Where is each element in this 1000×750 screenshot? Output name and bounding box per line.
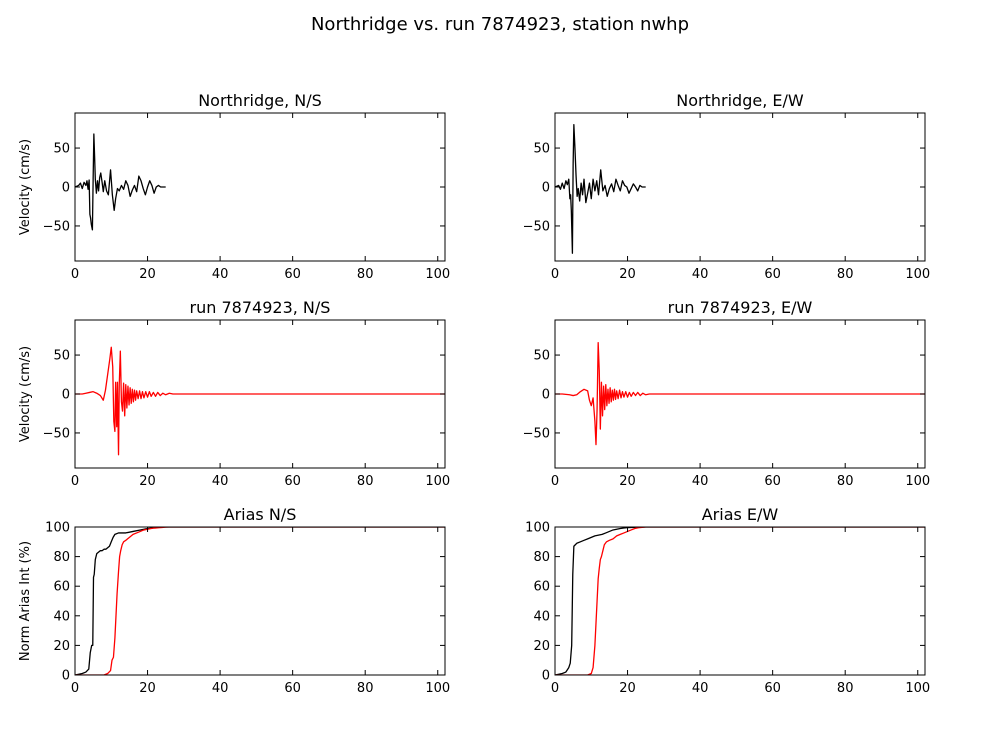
y-tick-label: 20	[533, 639, 550, 654]
x-tick-label: 80	[357, 267, 374, 282]
subplot-title: Northridge, E/W	[676, 91, 804, 110]
x-tick-label: 80	[837, 267, 854, 282]
y-tick-label: 50	[533, 349, 550, 364]
subplot-3: 0 20 40 60 80 100 −50 0 50 run 7874923, N/S Veloci…	[18, 298, 450, 489]
x-tick-label: 100	[905, 681, 930, 696]
x-tick-label: 0	[551, 681, 559, 696]
x-tick-label: 40	[212, 267, 229, 282]
subplot-6: 0 20 40 60 80 100 0 20 40 60 80 100 Arias E/W	[525, 505, 930, 696]
y-tick-label: 100	[525, 521, 550, 536]
y-tick-label: 80	[533, 550, 550, 565]
x-tick-label: 100	[905, 267, 930, 282]
x-tick-label: 20	[619, 681, 636, 696]
y-tick-label: 40	[53, 609, 70, 624]
series-line-2	[75, 527, 445, 675]
subplot-title: Northridge, N/S	[198, 91, 322, 110]
x-tick-label: 60	[284, 267, 301, 282]
x-tick-label: 40	[692, 681, 709, 696]
y-tick-label: 0	[542, 669, 550, 684]
subplot-5: 0 20 40 60 80 100 0 20 40 60 80 100 Arias N/S Norm Ar…	[18, 505, 450, 696]
y-tick-label: 60	[53, 580, 70, 595]
subplot-2: 0 20 40 60 80 100 −50 0 50 Northridge, E/W	[523, 91, 931, 282]
axes-frame	[74, 526, 446, 676]
y-tick-label: 0	[62, 388, 70, 403]
subplot-title: run 7874923, N/S	[190, 298, 331, 317]
x-tick-label: 100	[425, 267, 450, 282]
x-tick-label: 60	[284, 681, 301, 696]
y-tick-label: 50	[53, 142, 70, 157]
x-tick-label: 60	[764, 474, 781, 489]
x-tick-label: 0	[551, 267, 559, 282]
y-tick-label: 0	[62, 181, 70, 196]
x-tick-label: 80	[357, 474, 374, 489]
y-tick-label: −50	[43, 219, 70, 234]
subplot-title: run 7874923, E/W	[668, 298, 813, 317]
x-tick-label: 100	[905, 474, 930, 489]
x-tick-label: 40	[692, 474, 709, 489]
series-line-2	[555, 527, 925, 675]
x-tick-label: 20	[139, 267, 156, 282]
x-tick-label: 20	[619, 474, 636, 489]
series-line-1	[555, 527, 925, 675]
x-tick-label: 20	[139, 474, 156, 489]
x-tick-label: 0	[71, 474, 79, 489]
x-tick-label: 40	[212, 681, 229, 696]
series-line-1	[75, 346, 445, 456]
x-tick-label: 80	[357, 681, 374, 696]
y-axis-label: Velocity (cm/s)	[18, 139, 33, 235]
series-line-1	[555, 124, 646, 254]
y-tick-label: 80	[53, 550, 70, 565]
series-line-1	[75, 133, 166, 231]
y-tick-label: 100	[45, 521, 70, 536]
series-line-1	[555, 341, 925, 446]
x-tick-label: 100	[425, 681, 450, 696]
x-tick-label: 80	[837, 474, 854, 489]
y-tick-label: 20	[53, 639, 70, 654]
y-tick-label: 0	[542, 181, 550, 196]
y-axis-label: Velocity (cm/s)	[18, 346, 33, 442]
y-axis-label: Norm Arias Int (%)	[18, 541, 33, 661]
subplot-4: 0 20 40 60 80 100 −50 0 50 run 7874923, E/W	[523, 298, 931, 489]
series-line-1	[75, 527, 445, 675]
figure-title: Northridge vs. run 7874923, station nwhp	[311, 14, 689, 35]
subplot-title: Arias N/S	[224, 505, 297, 524]
y-tick-label: 50	[533, 142, 550, 157]
x-tick-label: 80	[837, 681, 854, 696]
x-tick-label: 40	[692, 267, 709, 282]
x-tick-label: 60	[284, 474, 301, 489]
x-tick-label: 0	[71, 267, 79, 282]
subplot-grid: 0 20 40 60 80 100 −50 0 50 Northridge, N/S Velocit…	[18, 91, 930, 696]
y-tick-label: 40	[533, 609, 550, 624]
y-tick-label: 0	[62, 669, 70, 684]
subplot-title: Arias E/W	[702, 505, 779, 524]
x-tick-label: 60	[764, 681, 781, 696]
axes-frame	[554, 526, 926, 676]
x-tick-label: 20	[139, 681, 156, 696]
y-tick-label: −50	[43, 426, 70, 441]
x-tick-label: 0	[551, 474, 559, 489]
x-tick-label: 20	[619, 267, 636, 282]
x-tick-label: 60	[764, 267, 781, 282]
x-tick-label: 100	[425, 474, 450, 489]
x-tick-label: 0	[71, 681, 79, 696]
y-tick-label: 50	[53, 349, 70, 364]
y-tick-label: −50	[523, 219, 550, 234]
y-tick-label: −50	[523, 426, 550, 441]
x-tick-label: 40	[212, 474, 229, 489]
subplot-1: 0 20 40 60 80 100 −50 0 50 Northridge, N/S Velocit…	[18, 91, 450, 282]
y-tick-label: 60	[533, 580, 550, 595]
y-tick-label: 0	[542, 388, 550, 403]
